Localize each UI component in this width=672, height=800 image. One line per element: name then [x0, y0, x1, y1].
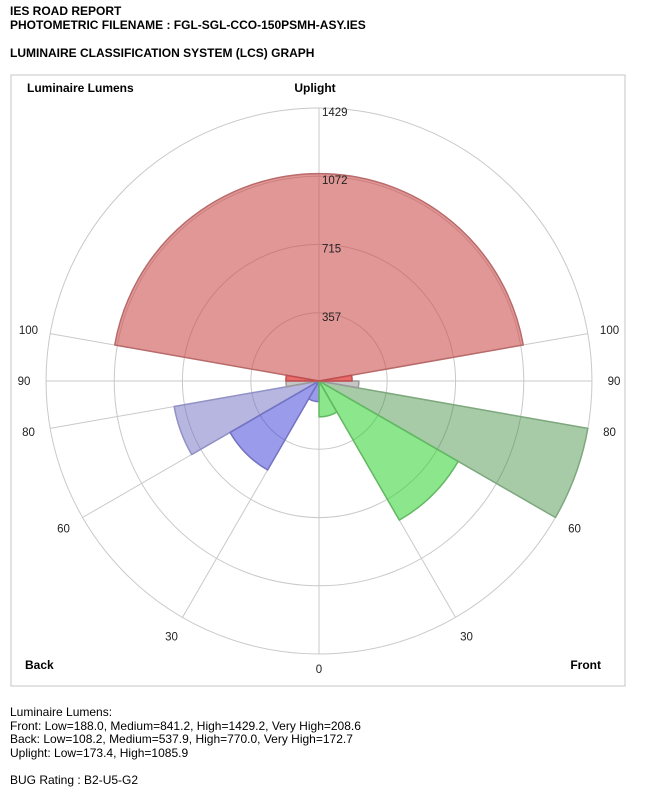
zone-front-medium: [318, 380, 459, 521]
label-front: Front: [570, 658, 601, 672]
summary-title: Luminaire Lumens:: [10, 705, 113, 719]
graph-title: LUMINAIRE CLASSIFICATION SYSTEM (LCS) GR…: [10, 46, 315, 60]
angle-tick-label: 100: [19, 325, 38, 337]
label-luminaire-lumens: Luminaire Lumens: [27, 81, 134, 95]
angle-tick-label: 60: [568, 524, 581, 536]
angle-tick-label: 90: [608, 376, 621, 388]
radial-tick-label: 357: [322, 312, 341, 324]
summary-front: Front: Low=188.0, Medium=841.2, High=142…: [10, 718, 361, 733]
angle-tick-label: 80: [22, 427, 35, 439]
zone-uplight-low-back: [285, 374, 320, 382]
zone-front-high: [318, 380, 589, 519]
summary-uplight: Uplight: Low=173.4, High=1085.9: [10, 745, 189, 760]
photometric-filename: PHOTOMETRIC FILENAME : FGL-SGL-CCO-150PS…: [10, 18, 366, 32]
angle-tick-label: 80: [603, 427, 616, 439]
zone-front-low: [318, 380, 338, 418]
angle-tick-label: 30: [165, 631, 178, 643]
zone-back-medium: [229, 380, 320, 471]
label-back: Back: [25, 658, 54, 672]
zone-uplight-low-front: [318, 374, 353, 382]
zone-uplight-high: [113, 172, 525, 382]
radial-tick-label: 715: [322, 243, 341, 255]
radial-tick-label: 1429: [322, 107, 348, 119]
angle-tick-label: 90: [18, 376, 31, 388]
label-uplight: Uplight: [294, 81, 335, 95]
bug-rating: BUG Rating : B2-U5-G2: [10, 773, 139, 787]
angle-tick-label: 60: [57, 524, 70, 536]
zone-back-high: [173, 380, 320, 456]
radial-tick-label: 1072: [322, 175, 348, 187]
angle-tick-label: 0: [316, 664, 322, 676]
summary-back: Back: Low=108.2, Medium=537.9, High=770.…: [10, 732, 353, 747]
angle-tick-label: 30: [460, 631, 473, 643]
report-title: IES ROAD REPORT: [10, 4, 122, 18]
zone-front-very-high: [318, 380, 360, 389]
angle-tick-label: 100: [600, 325, 619, 337]
lumens-summary: Luminaire Lumens: Front: Low=188.0, Medi…: [10, 705, 361, 760]
